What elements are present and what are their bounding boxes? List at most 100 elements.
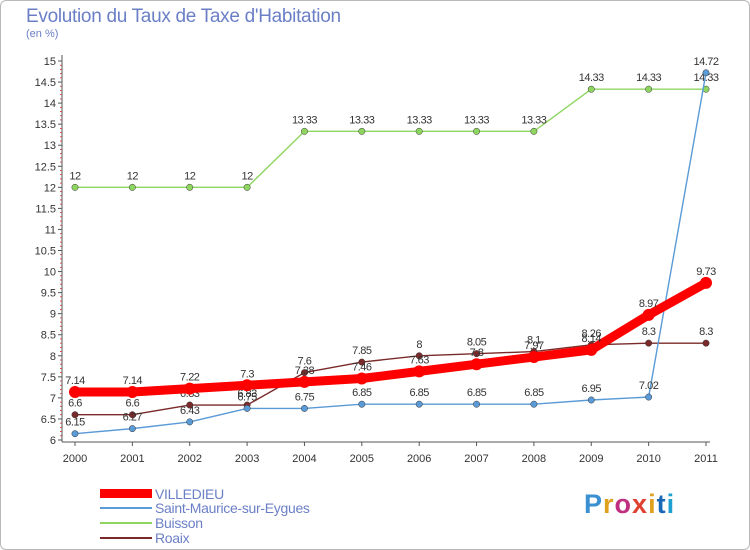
data-label: 12 <box>69 170 81 182</box>
data-label: 7.02 <box>639 380 659 392</box>
y-tick-label: 14 <box>44 98 56 110</box>
legend-swatch <box>100 522 152 524</box>
data-label: 8.1 <box>527 335 541 347</box>
x-tick-label: 2003 <box>235 453 259 465</box>
data-point <box>71 183 79 191</box>
data-label: 12 <box>241 170 253 182</box>
data-point <box>470 358 483 371</box>
y-tick-label: 9.5 <box>41 288 56 300</box>
data-label: 8 <box>416 339 422 351</box>
data-label: 7.14 <box>65 375 85 387</box>
x-tick-label: 2005 <box>350 453 374 465</box>
data-label: 6.85 <box>409 387 429 399</box>
x-tick-label: 2006 <box>407 453 431 465</box>
data-label: 8.14 <box>582 333 602 345</box>
data-point <box>186 418 194 426</box>
data-label: 7.46 <box>352 362 372 374</box>
series-line-buisson <box>74 88 707 189</box>
data-point <box>415 400 423 408</box>
data-point <box>530 127 538 135</box>
data-point <box>587 396 595 404</box>
data-point <box>358 358 366 366</box>
data-label: 14.33 <box>693 72 718 84</box>
chart-title: Evolution du Taux de Taxe d'Habitation <box>26 6 341 27</box>
y-tick-label: 6.5 <box>41 414 56 426</box>
data-label: 7.6 <box>298 356 312 368</box>
y-tick-label: 9 <box>50 309 56 321</box>
data-label: 13.33 <box>521 114 546 126</box>
data-label: 9.73 <box>696 266 716 278</box>
data-point <box>301 127 308 135</box>
y-tick-label: 10.5 <box>35 246 56 258</box>
y-tick-label: 15 <box>44 56 56 68</box>
data-label: 12 <box>127 170 139 182</box>
y-tick-label: 7.5 <box>41 372 56 384</box>
data-point <box>183 382 196 395</box>
data-point <box>128 425 136 433</box>
data-point <box>71 430 79 438</box>
x-tick-label: 2011 <box>694 453 718 465</box>
data-point <box>415 127 423 135</box>
data-label: 6.43 <box>180 405 200 417</box>
data-label: 13.33 <box>464 114 489 126</box>
data-label: 7.3 <box>240 368 254 380</box>
data-point <box>702 339 710 347</box>
data-point <box>473 127 480 135</box>
legend-label: Buisson <box>155 515 203 531</box>
legend-label: Saint-Maurice-sur-Eygues <box>155 500 310 516</box>
x-tick-label: 2002 <box>177 453 201 465</box>
data-point <box>358 127 366 135</box>
data-point <box>301 369 308 377</box>
data-point <box>645 393 653 401</box>
y-tick-label: 11 <box>45 224 56 236</box>
data-label: 6.75 <box>237 391 257 403</box>
data-point <box>702 69 710 77</box>
legend-label: VILLEDIEU <box>155 486 224 502</box>
data-point <box>413 365 426 378</box>
y-tick-label: 14.5 <box>35 77 56 89</box>
data-label: 7.14 <box>123 375 143 387</box>
data-label: 6.27 <box>123 412 143 424</box>
data-point <box>585 343 598 356</box>
data-point <box>527 351 540 364</box>
data-point <box>530 400 538 408</box>
data-point <box>355 372 368 385</box>
data-label: 6.6 <box>125 398 139 410</box>
data-label: 7.97 <box>524 340 544 352</box>
data-point <box>243 183 251 191</box>
data-point <box>128 183 136 191</box>
y-tick-label: 12 <box>44 182 56 194</box>
data-label: 8.05 <box>467 337 487 349</box>
data-label: 7.22 <box>180 372 200 384</box>
data-point <box>241 379 254 392</box>
data-point <box>700 276 712 289</box>
data-point <box>301 404 308 412</box>
data-point <box>415 352 423 360</box>
data-point <box>128 411 136 419</box>
data-label: 14.72 <box>693 56 718 68</box>
data-point <box>587 85 595 93</box>
data-label: 8.3 <box>699 326 713 338</box>
y-tick-label: 8 <box>50 351 56 363</box>
series-line-saint-maurice-sur-eygues <box>74 72 707 435</box>
data-label: 14.33 <box>579 72 604 84</box>
data-point <box>473 400 480 408</box>
data-label: 7.8 <box>470 347 484 359</box>
y-tick-label: 13 <box>44 140 56 152</box>
data-point <box>473 350 480 358</box>
data-label: 13.33 <box>292 114 317 126</box>
data-label: 13.33 <box>349 114 374 126</box>
data-label: 6.15 <box>65 417 85 429</box>
y-tick-label: 11.5 <box>35 203 56 215</box>
y-tick-label: 10 <box>44 267 56 279</box>
data-label: 6.85 <box>524 387 544 399</box>
data-label: 6.85 <box>352 387 372 399</box>
data-label: 6.75 <box>295 391 315 403</box>
y-tick-label: 7 <box>50 393 56 405</box>
x-tick-label: 2000 <box>63 453 87 465</box>
data-point <box>645 85 653 93</box>
data-label: 6.85 <box>467 387 487 399</box>
y-tick-label: 8.5 <box>41 330 56 342</box>
legend-label: Roaix <box>155 530 190 546</box>
